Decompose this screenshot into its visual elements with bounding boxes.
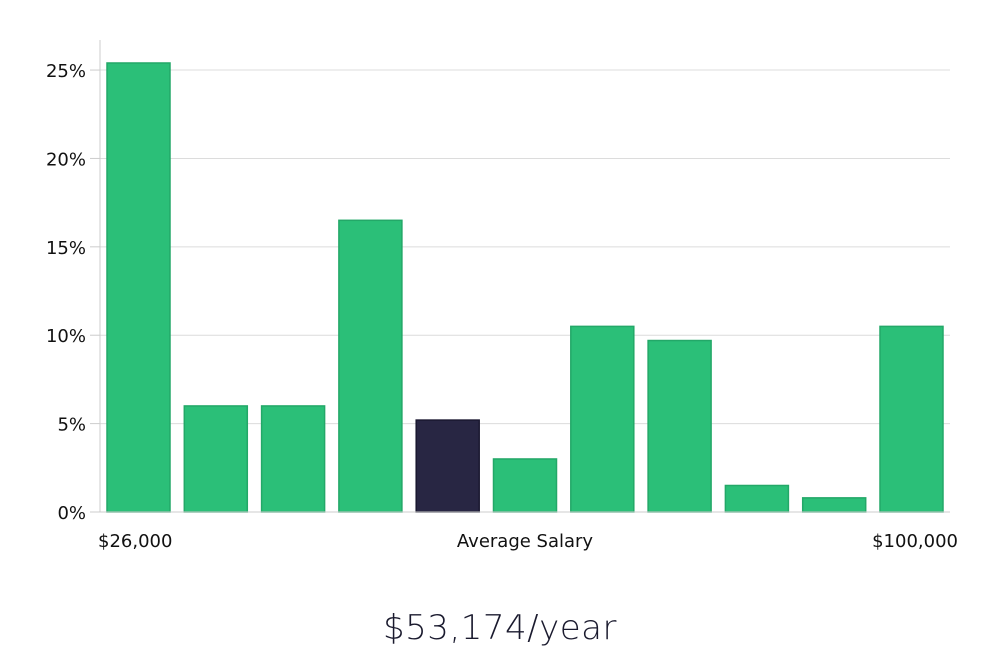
y-tick-label: 5%: [57, 415, 86, 436]
salary-distribution-chart: 0%5%10%15%20%25% $26,000 Average Salary …: [46, 40, 958, 552]
y-tick-label: 25%: [46, 61, 86, 82]
bar: [106, 62, 171, 513]
bar: [260, 405, 326, 513]
bar: [801, 497, 867, 513]
bar: [570, 325, 635, 513]
average-salary-value: $53,174/year: [383, 608, 617, 648]
x-label-min: $26,000: [98, 531, 172, 552]
bar: [647, 339, 712, 513]
bar: [724, 484, 790, 513]
y-tick-label: 20%: [46, 149, 86, 170]
bar: [338, 219, 403, 513]
bar: [879, 325, 944, 513]
y-tick-label: 10%: [46, 326, 86, 347]
bar: [492, 458, 558, 513]
x-label-center: Average Salary: [457, 531, 594, 552]
y-axis-ticks: 0% 5% 10% 15% 20% 25%: [46, 61, 100, 524]
y-tick-label: 15%: [46, 238, 86, 259]
x-label-max: $100,000: [872, 531, 958, 552]
grid-lines: [100, 69, 950, 425]
bar-average-salary: [415, 419, 480, 513]
y-tick-label: 0%: [57, 503, 86, 524]
bar: [183, 405, 249, 513]
bars: [106, 62, 944, 513]
